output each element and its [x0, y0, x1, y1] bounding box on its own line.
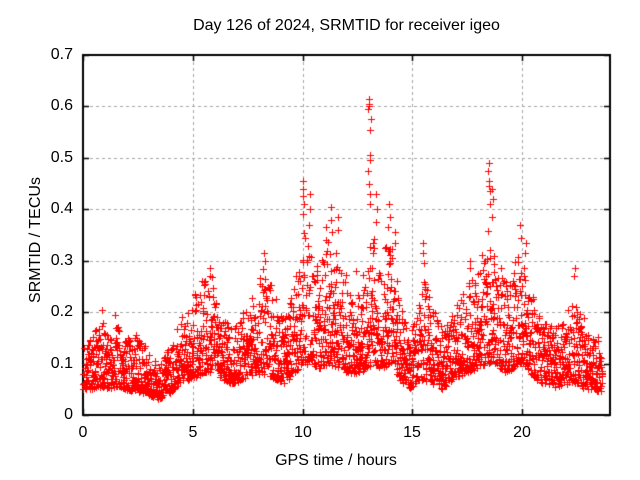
x-tick-label: 15 — [403, 424, 421, 441]
y-tick-label: 0.7 — [50, 46, 73, 63]
x-tick-label: 10 — [294, 424, 312, 441]
x-tick-label: 0 — [78, 424, 88, 441]
y-axis-title: SRMTID / TECUs — [27, 177, 44, 303]
y-tick-label: 0 — [64, 406, 73, 423]
chart-title: Day 126 of 2024, SRMTID for receiver ige… — [193, 17, 500, 34]
y-tick-label: 0.4 — [50, 200, 73, 217]
x-tick-label: 5 — [188, 424, 198, 441]
x-tick-label: 20 — [513, 424, 531, 441]
y-tick-label: 0.2 — [50, 303, 73, 320]
x-axis-title: GPS time / hours — [275, 452, 397, 469]
y-tick-label: 0.6 — [50, 97, 73, 114]
y-tick-label: 0.1 — [50, 355, 73, 372]
y-tick-label: 0.5 — [50, 149, 73, 166]
y-tick-label: 0.3 — [50, 252, 73, 269]
